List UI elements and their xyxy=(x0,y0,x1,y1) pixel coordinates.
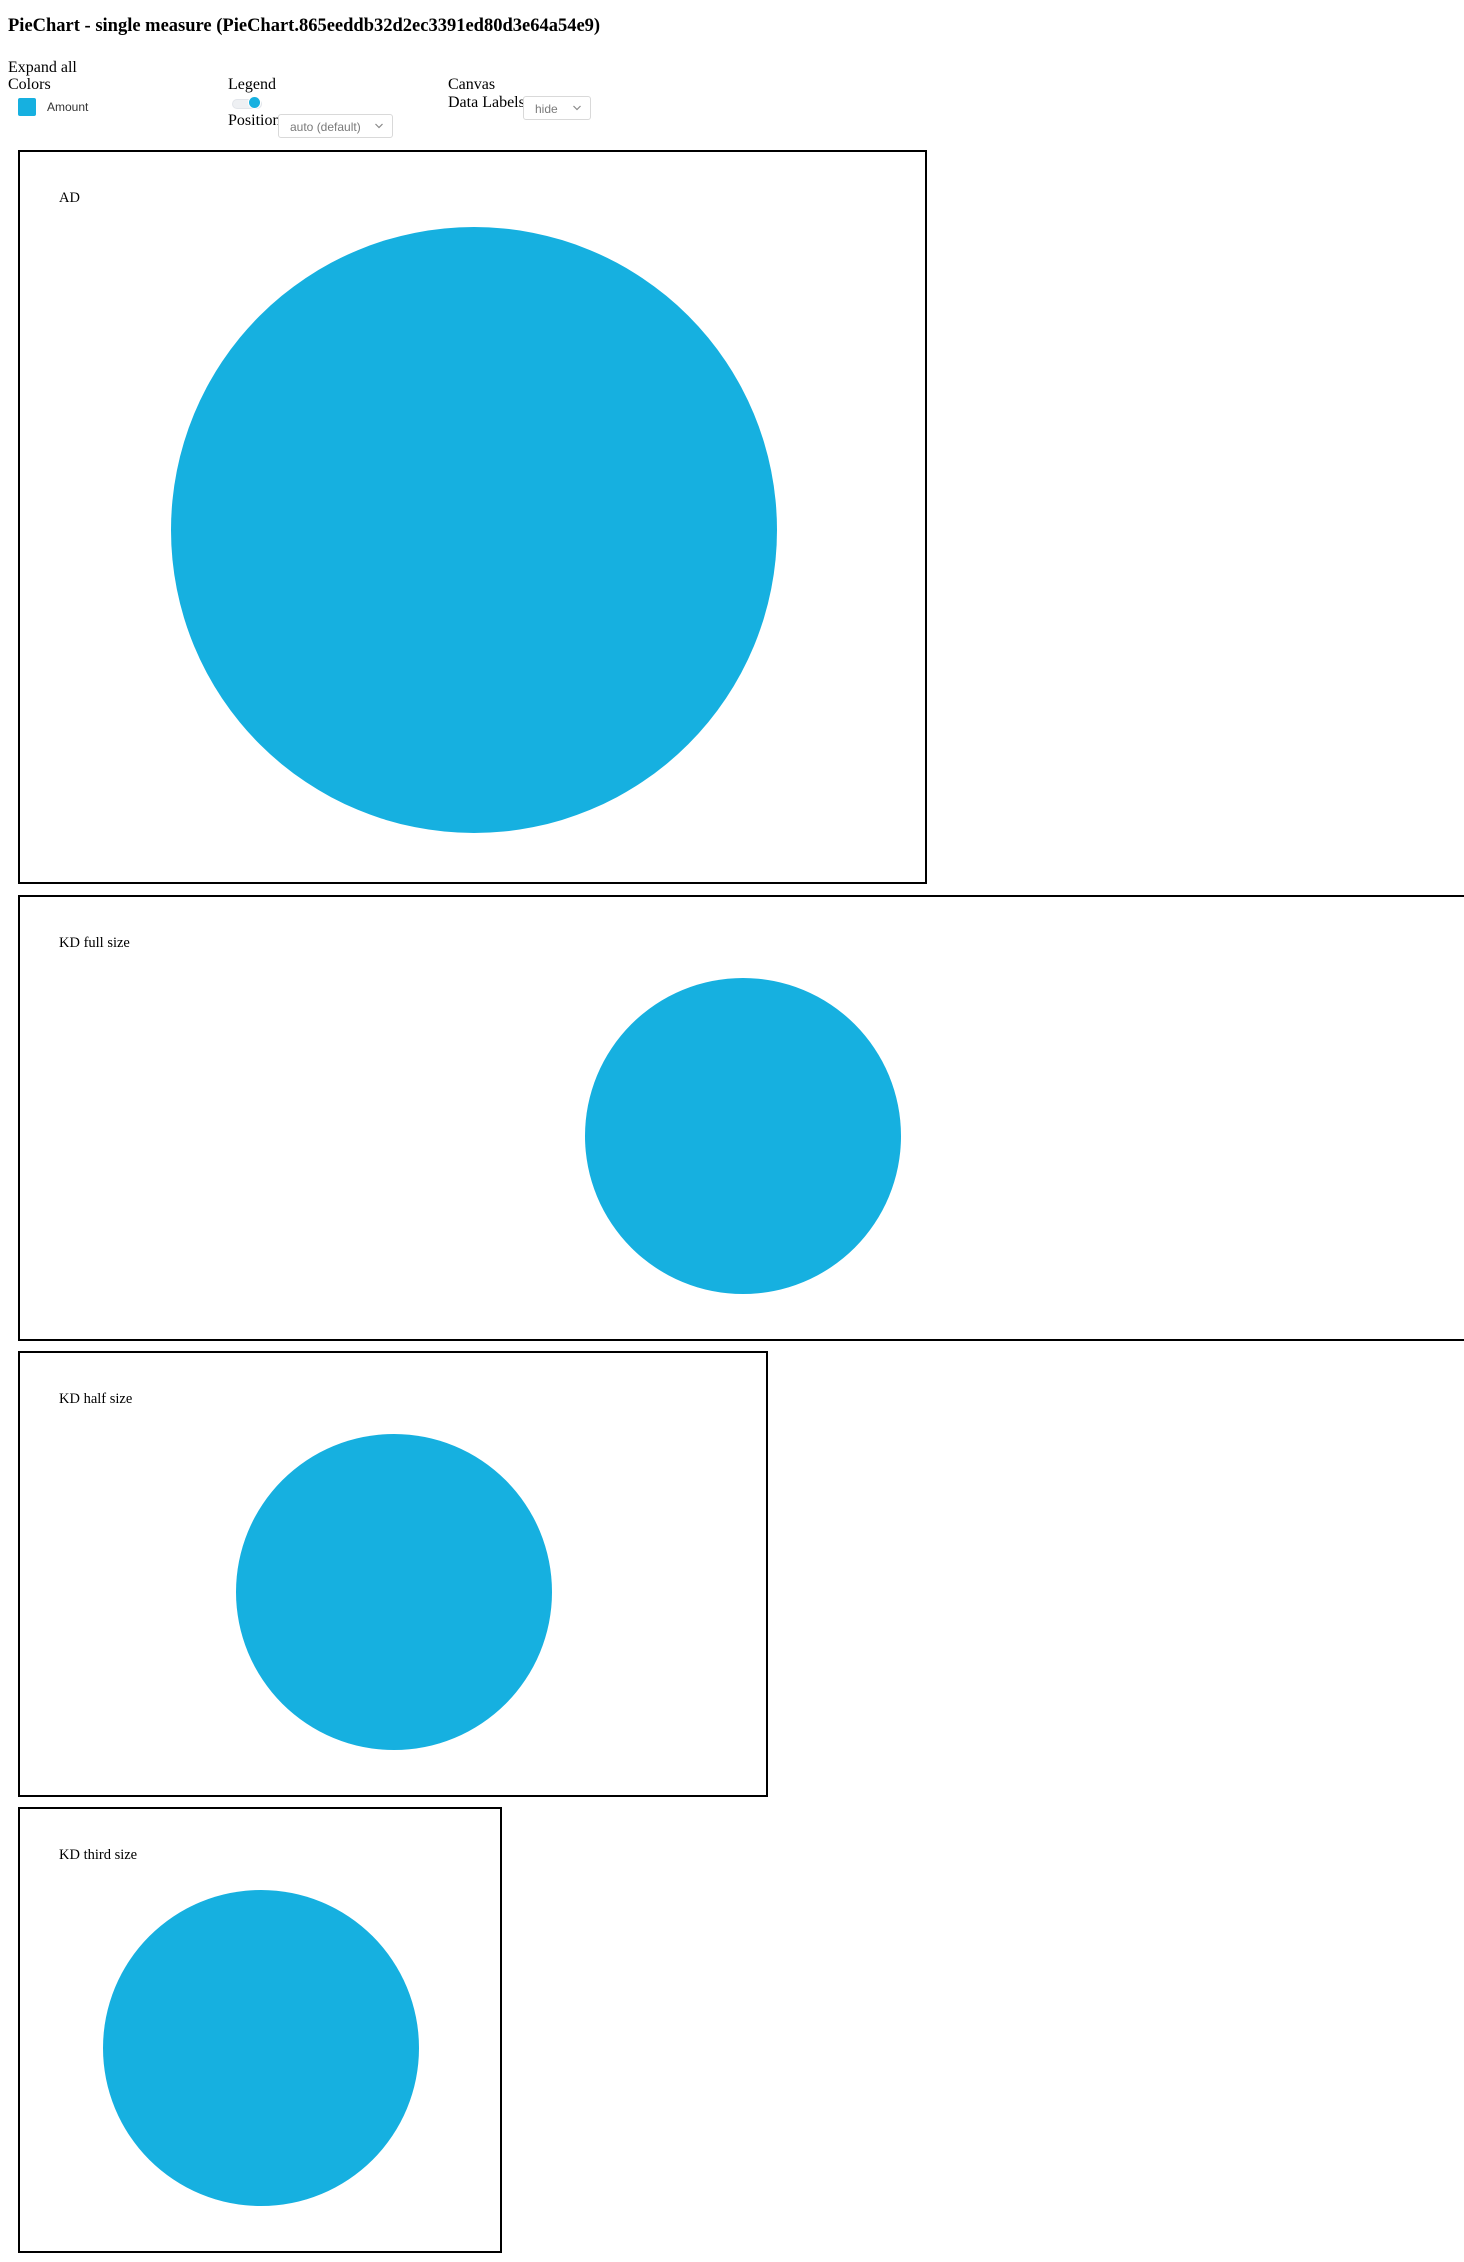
legend-label: Legend xyxy=(228,76,276,93)
pie-slice-amount[interactable] xyxy=(585,978,901,1294)
pie-chart-kd-third xyxy=(103,1890,419,2206)
chart-title: KD third size xyxy=(59,1847,138,1863)
pie-slice-amount[interactable] xyxy=(236,1434,552,1750)
color-swatch-amount[interactable] xyxy=(18,98,36,116)
data-labels-value: hide xyxy=(535,102,558,116)
chevron-down-icon xyxy=(375,123,383,129)
pie-chart-ad xyxy=(171,227,777,833)
toggle-track xyxy=(232,99,262,109)
chart-title: AD xyxy=(59,190,80,206)
legend-position-label: Position xyxy=(228,112,281,129)
chart-frame-ad: AD xyxy=(18,150,927,884)
expand-all-link[interactable]: Expand all xyxy=(8,59,77,76)
chevron-down-icon xyxy=(573,105,581,111)
chart-frame-kd-half: KD half size xyxy=(18,1351,768,1797)
legend-toggle[interactable] xyxy=(232,95,262,109)
page-title: PieChart - single measure (PieChart.865e… xyxy=(8,16,601,36)
pie-chart-kd-half xyxy=(236,1434,552,1750)
toggle-knob xyxy=(249,97,260,108)
pie-slice-amount[interactable] xyxy=(171,227,777,833)
chart-title: KD full size xyxy=(59,935,130,951)
data-labels-select[interactable]: hide xyxy=(523,96,591,120)
chart-frame-kd-third: KD third size xyxy=(18,1807,502,2253)
legend-position-select[interactable]: auto (default) xyxy=(278,114,393,138)
pie-slice-amount[interactable] xyxy=(103,1890,419,2206)
colors-label: Colors xyxy=(8,76,51,93)
legend-position-value: auto (default) xyxy=(290,120,361,134)
canvas-label: Canvas xyxy=(448,76,496,93)
color-label-amount: Amount xyxy=(47,100,89,114)
pie-chart-kd-full xyxy=(585,978,901,1294)
chart-title: KD half size xyxy=(59,1391,133,1407)
data-labels-label: Data Labels xyxy=(448,94,525,111)
chart-frame-kd-full: KD full size xyxy=(18,895,1464,1341)
